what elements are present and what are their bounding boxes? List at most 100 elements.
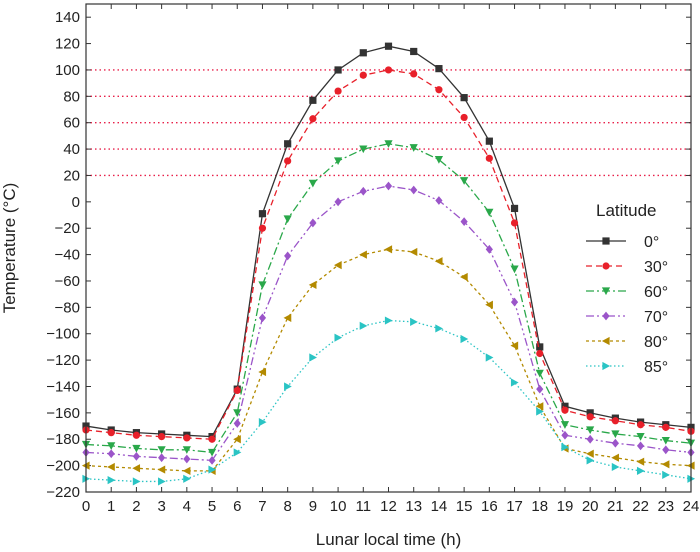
legend-marker xyxy=(602,237,610,245)
plot-frame xyxy=(85,3,692,493)
data-point xyxy=(435,86,443,94)
x-tick-label: 1 xyxy=(107,498,115,515)
data-point xyxy=(410,185,418,195)
series-line xyxy=(85,69,692,440)
data-point xyxy=(510,378,519,387)
data-point xyxy=(510,265,519,274)
x-tick-label: 0 xyxy=(82,498,90,515)
data-point xyxy=(435,196,443,205)
data-point xyxy=(561,430,569,440)
data-point xyxy=(460,94,468,102)
data-point xyxy=(410,47,418,56)
legend-label: 60° xyxy=(644,284,668,301)
data-point xyxy=(309,115,317,123)
data-point xyxy=(284,382,292,391)
series-line xyxy=(85,185,692,462)
data-point xyxy=(485,300,493,309)
data-point xyxy=(158,477,166,486)
data-point xyxy=(636,421,645,429)
x-axis-title: Lunar local time (h) xyxy=(316,530,462,549)
data-point xyxy=(662,470,670,479)
x-tick-label: 2 xyxy=(132,498,140,515)
data-point xyxy=(384,140,393,148)
x-tick-label: 17 xyxy=(506,498,523,515)
x-tick-label: 24 xyxy=(683,498,700,515)
series-line xyxy=(85,319,692,483)
x-tick-label: 20 xyxy=(582,498,599,515)
reference-lines xyxy=(86,69,691,177)
data-point xyxy=(434,156,444,164)
data-point xyxy=(308,280,317,290)
y-tick-label: −200 xyxy=(46,458,80,475)
data-point xyxy=(485,208,494,217)
data-point xyxy=(258,417,267,427)
data-point xyxy=(586,409,594,417)
x-tick-label: 14 xyxy=(431,498,448,515)
data-point xyxy=(636,441,645,451)
data-point xyxy=(359,186,367,196)
y-tick-label: −80 xyxy=(55,299,80,316)
data-point xyxy=(535,402,544,411)
data-point xyxy=(586,449,594,458)
data-point xyxy=(233,409,242,417)
y-tick-label: 40 xyxy=(63,141,80,158)
data-point xyxy=(333,157,343,166)
data-point xyxy=(208,455,216,465)
data-point xyxy=(460,113,468,122)
y-tick-label: 80 xyxy=(63,88,80,105)
data-point xyxy=(662,423,670,431)
x-tick-label: 8 xyxy=(283,498,291,515)
data-point xyxy=(158,433,166,441)
y-tick-label: 100 xyxy=(55,62,80,79)
data-point xyxy=(158,453,166,463)
y-tick-label: −100 xyxy=(46,326,80,343)
data-point xyxy=(359,145,368,154)
data-point xyxy=(107,442,116,450)
x-tick-label: 12 xyxy=(380,498,397,515)
data-point xyxy=(460,217,468,227)
data-point xyxy=(334,66,342,74)
data-point xyxy=(636,457,645,466)
data-point xyxy=(183,474,191,483)
data-point xyxy=(309,96,317,104)
data-point xyxy=(661,460,670,469)
data-point xyxy=(384,181,393,191)
y-tick-label: −120 xyxy=(46,352,80,369)
data-point xyxy=(258,281,267,290)
y-tick-label: 20 xyxy=(63,167,80,184)
data-point xyxy=(309,218,317,228)
data-point xyxy=(434,257,443,266)
data-point xyxy=(107,476,116,485)
y-tick-label: −140 xyxy=(46,378,80,395)
x-tick-label: 18 xyxy=(531,498,548,515)
data-point xyxy=(510,204,519,213)
x-tick-label: 9 xyxy=(309,498,317,515)
data-point xyxy=(107,429,115,437)
data-point xyxy=(535,369,544,378)
data-point xyxy=(334,87,342,95)
x-tick-label: 7 xyxy=(258,498,266,515)
legend-marker xyxy=(602,311,610,321)
y-tick-label: −220 xyxy=(46,484,80,501)
data-point xyxy=(611,453,619,462)
data-point xyxy=(384,66,393,74)
y-tick-label: −60 xyxy=(55,273,80,290)
data-point xyxy=(586,434,594,444)
legend-marker xyxy=(602,262,610,270)
x-tick-label: 5 xyxy=(208,498,216,515)
data-point xyxy=(460,334,469,344)
data-point xyxy=(208,465,217,474)
y-tick-label: −160 xyxy=(46,405,80,422)
data-point xyxy=(560,421,570,429)
data-point xyxy=(233,435,241,444)
data-point xyxy=(183,434,191,442)
y-tick-label: 140 xyxy=(55,9,80,26)
data-point xyxy=(636,466,645,475)
legend-marker xyxy=(601,336,610,346)
x-tick-label: 3 xyxy=(157,498,165,515)
data-point xyxy=(536,343,544,351)
data-point xyxy=(384,42,393,50)
data-point xyxy=(510,341,519,350)
x-tick-label: 10 xyxy=(330,498,347,515)
